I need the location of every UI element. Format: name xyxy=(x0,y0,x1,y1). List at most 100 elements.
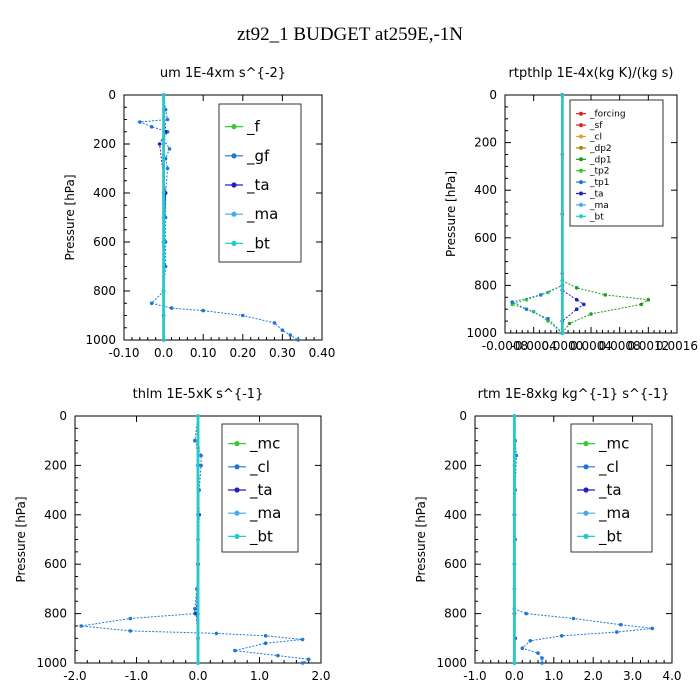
legend-swatch-marker xyxy=(579,157,583,162)
y-tick-label: 0 xyxy=(489,88,497,102)
x-tick-label: -0.0008 xyxy=(482,339,528,353)
x-tick-label: -1.0 xyxy=(125,669,148,683)
legend-swatch-marker xyxy=(231,211,237,217)
legend-entry: _mc xyxy=(249,435,280,454)
legend-entry: _bt xyxy=(589,212,604,222)
legend-entry: _ma xyxy=(246,205,278,224)
y-tick-label: 1000 xyxy=(466,326,497,340)
data-point xyxy=(161,93,166,97)
data-point xyxy=(196,661,200,665)
x-tick-label: 0.30 xyxy=(269,346,296,360)
data-point xyxy=(306,657,311,662)
legend-box xyxy=(221,423,299,553)
data-point xyxy=(263,641,268,645)
data-point xyxy=(300,661,305,665)
legend-swatch-marker xyxy=(583,464,589,470)
data-point xyxy=(571,616,576,621)
y-tick-label: 1000 xyxy=(36,656,67,670)
legend-swatch-marker xyxy=(231,240,237,246)
data-point xyxy=(540,661,544,665)
legend-entry: _ta xyxy=(249,481,273,500)
legend-entry: _ma xyxy=(598,504,630,523)
y-tick-label: 400 xyxy=(474,183,497,197)
data-point xyxy=(138,120,142,124)
series-line xyxy=(510,95,563,334)
legend-swatch-marker xyxy=(234,464,240,470)
legend-swatch-marker xyxy=(579,180,583,185)
y-tick-label: 1000 xyxy=(436,656,467,670)
legend-swatch-marker xyxy=(579,134,583,139)
data-point xyxy=(540,656,544,660)
legend-entry: _tp2 xyxy=(589,167,609,177)
data-point xyxy=(161,338,166,342)
x-tick-label: 2.0 xyxy=(584,669,603,683)
data-point xyxy=(615,630,619,634)
data-point xyxy=(603,293,608,297)
data-point xyxy=(567,321,572,326)
data-point xyxy=(589,312,593,316)
data-point xyxy=(539,293,543,297)
x-tick-label: 3.0 xyxy=(623,669,642,683)
y-tick-label: 800 xyxy=(44,607,67,621)
data-point xyxy=(646,297,651,302)
y-tick-label: 0 xyxy=(108,88,116,102)
legend: _mc _cl _ta _ma _bt xyxy=(221,423,299,553)
y-tick-label: 800 xyxy=(474,278,497,292)
legend-swatch-marker xyxy=(579,214,583,219)
x-tick-label: -2.0 xyxy=(63,669,86,683)
data-point xyxy=(149,301,154,306)
x-tick-label: 0.40 xyxy=(309,346,336,360)
legend-entry: _bt xyxy=(246,234,270,253)
x-tick-label: 2.0 xyxy=(311,669,330,683)
legend-entry: _bt xyxy=(598,527,622,546)
y-tick-label: 600 xyxy=(93,235,116,249)
data-point xyxy=(199,453,203,458)
legend-swatch-marker xyxy=(583,487,589,493)
legend-entry: _tp1 xyxy=(589,178,609,188)
data-point xyxy=(560,93,565,97)
panel-4: rtm 1E-8xkg kg^{-1} s^{-1} Pressure [hPa]… xyxy=(414,387,682,683)
legend-swatch-marker xyxy=(579,111,583,116)
legend-entry: _sf xyxy=(589,121,603,131)
legend-entry: _cl xyxy=(589,133,602,143)
y-tick-label: 400 xyxy=(44,508,67,522)
data-point xyxy=(559,634,564,638)
legend-swatch-marker xyxy=(579,145,583,150)
legend-swatch-marker xyxy=(583,510,589,516)
y-tick-label: 600 xyxy=(444,557,467,571)
data-point xyxy=(520,646,525,650)
figure-title: zt92_1 BUDGET at259E,-1N xyxy=(237,24,463,45)
y-tick-label: 200 xyxy=(444,458,467,472)
data-point xyxy=(524,611,528,616)
legend-entry: _bt xyxy=(249,527,273,546)
legend-entry: _dp2 xyxy=(589,144,612,154)
y-axis-label: Pressure [hPa] xyxy=(444,171,458,257)
data-point xyxy=(167,147,172,151)
legend-swatch-marker xyxy=(579,191,583,196)
data-point xyxy=(619,622,623,627)
y-axis-label: Pressure [hPa] xyxy=(14,496,28,582)
data-point xyxy=(650,626,655,631)
data-point xyxy=(272,321,277,325)
legend: _f _gf _ta _ma _bt xyxy=(218,103,302,263)
data-point xyxy=(169,306,174,310)
legend-entry: _dp1 xyxy=(589,155,612,165)
data-point xyxy=(201,308,205,313)
data-point xyxy=(574,286,579,290)
x-tick-label: 0.0016 xyxy=(656,339,698,353)
y-tick-label: 200 xyxy=(93,137,116,151)
y-tick-label: 200 xyxy=(474,136,497,150)
x-tick-label: 4.0 xyxy=(662,669,681,683)
data-point xyxy=(546,316,550,321)
data-point xyxy=(161,240,166,244)
legend-swatch-marker xyxy=(234,441,240,447)
data-point xyxy=(510,300,514,304)
legend: _forcing_sf _cl_dp2_dp1 _tp2_tp1 _ta_ma_bt xyxy=(569,99,664,227)
y-tick-label: 600 xyxy=(474,231,497,245)
panel-3: thlm 1E-5xK s^{-1} Pressure [hPa] -2.0 -1.0… xyxy=(14,387,331,683)
y-tick-label: 400 xyxy=(444,508,467,522)
legend-entry: _ta xyxy=(598,481,622,500)
data-point xyxy=(233,648,237,653)
y-tick-label: 800 xyxy=(93,284,116,298)
panel-title: um 1E-4xm s^{-2} xyxy=(160,66,286,81)
